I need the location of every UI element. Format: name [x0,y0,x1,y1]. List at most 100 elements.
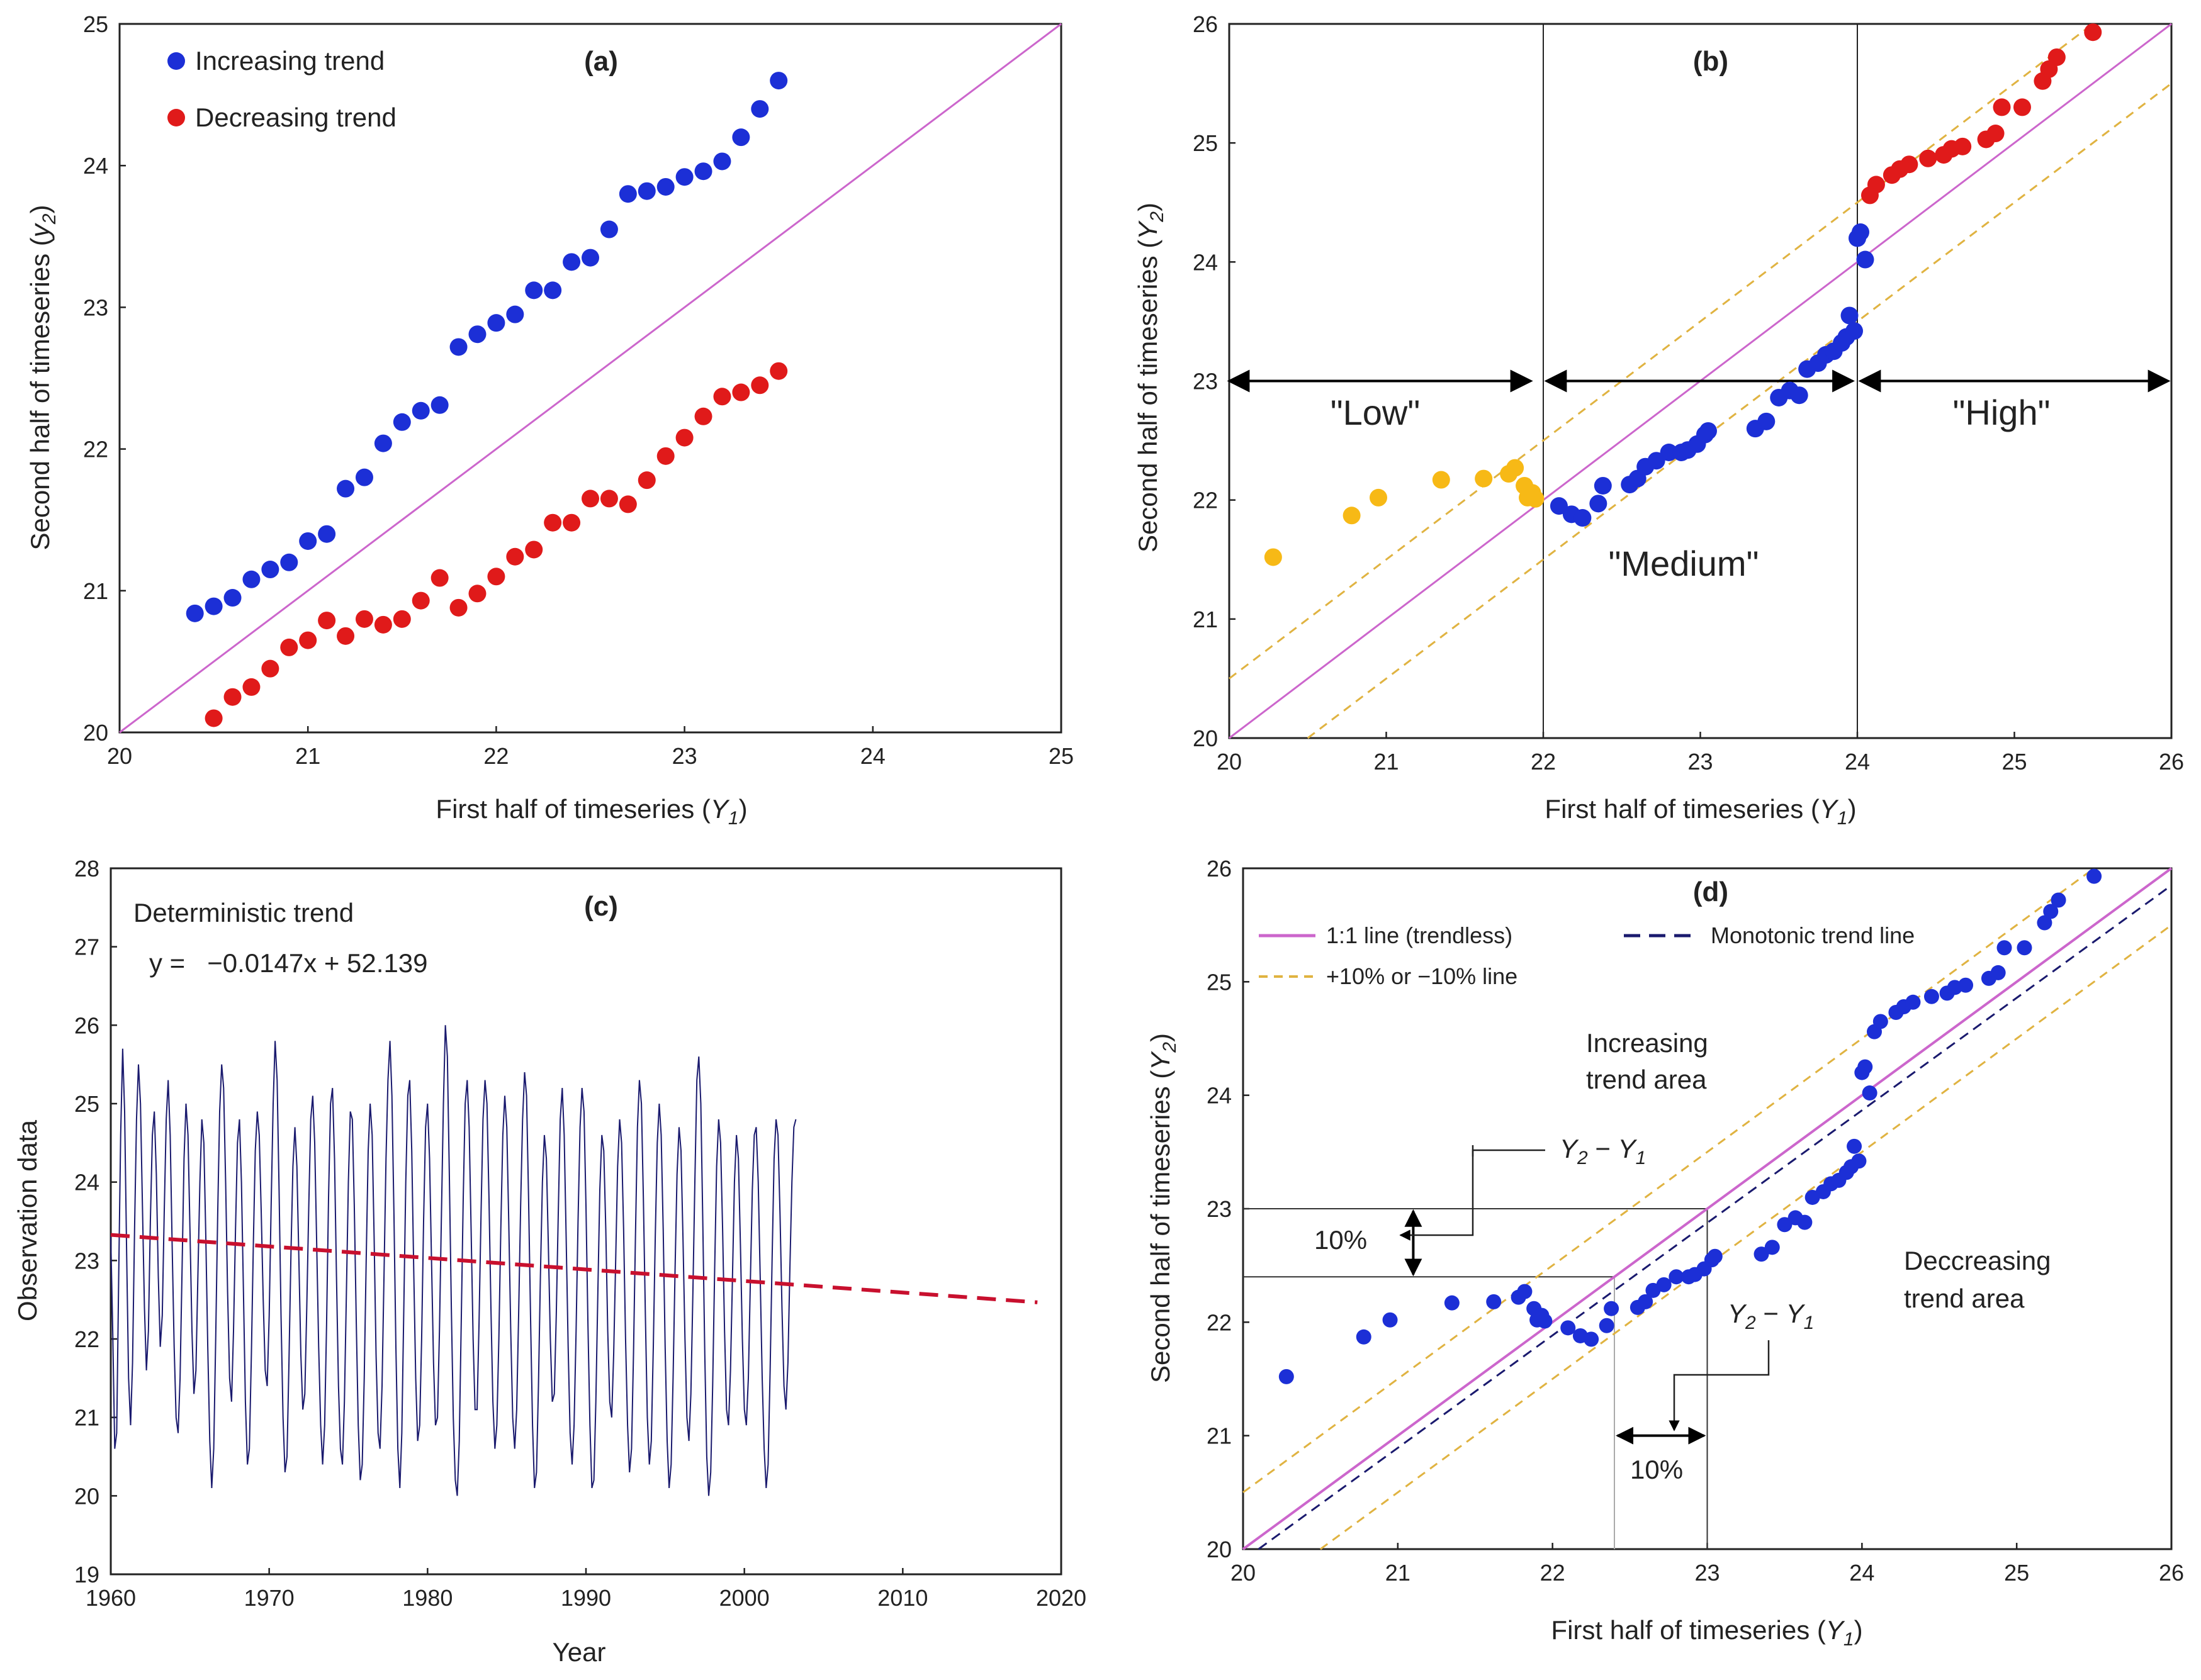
data-point [412,401,430,420]
data-point [1264,548,1282,566]
data-point [1699,422,1717,440]
data-point [2013,98,2031,116]
panel-c: 1960 1970 1980 1990 2000 2010 2020 19 20 21 22 23 24… [13,856,1086,1667]
marks [119,23,1062,734]
y-tick-label: 24 [1207,1083,1232,1109]
data-point [1872,1014,1888,1029]
diff-label-lower: Y2 − Y1 [1728,1299,1814,1333]
trend-annotation-title: Deterministic trend [133,898,354,927]
data-point [694,162,712,181]
data-point [487,314,505,332]
panel-title: (c) [584,891,618,922]
data-point [1343,507,1361,525]
y-tick-label: 19 [74,1562,99,1588]
data-point [1669,1269,1684,1285]
data-point [1757,412,1776,430]
data-point [694,407,712,425]
data-point [261,561,279,579]
data-point [751,376,769,395]
data-point [525,281,543,300]
increasing-area-label-line2: trend area [1586,1065,1707,1094]
y-tick-label: 20 [83,720,108,746]
y-tick-label: 25 [1207,969,1232,995]
data-point [1589,495,1607,513]
x-axis-label: First half of timeseries (Y1) [1551,1615,1862,1650]
data-point [544,513,562,532]
data-point [242,570,261,588]
data-point [318,612,336,630]
data-point [1278,1369,1294,1384]
data-point [600,490,618,508]
data-point [506,305,524,323]
y-tick-label: 23 [74,1248,99,1274]
x-tick-label: 21 [1373,749,1399,775]
data-point [1862,1085,1877,1101]
y-axis-label: Second half of timeseries (Y2) [1146,1033,1180,1383]
data-point [638,182,656,200]
data-point [1790,386,1808,405]
y-tick-label: 25 [83,11,108,37]
region-label-low: "Low" [1331,393,1421,432]
data-point [318,525,336,543]
data-point [412,591,430,610]
y-tick-label: 22 [1193,488,1218,513]
legend-label-1to1: 1:1 line (trendless) [1326,922,1512,948]
data-point [2043,904,2059,919]
data-point [1857,1059,1873,1075]
data-point [1958,977,1974,993]
y-tick-label: 25 [1193,130,1218,156]
y-axis-label: Second half of timeseries (y2) [25,205,60,551]
data-point [2084,23,2102,42]
data-point [600,220,618,238]
y-tick-label: 28 [74,856,99,882]
trend-equation: y = −0.0147x + 52.139 [149,948,428,978]
data-point [1537,1313,1553,1329]
data-point [582,490,599,508]
data-point [1526,490,1545,508]
data-point [449,598,468,617]
x-axis-label: First half of timeseries (Y1) [436,794,747,829]
x-tick-label: 1980 [402,1585,453,1611]
data-point [582,249,599,267]
x-tick-label: 1990 [561,1585,611,1611]
panel-a: 20 21 22 23 24 25 20 21 22 23 24 25 (a) Increasing … [25,11,1074,829]
panel-b: 20 21 22 23 24 25 26 20 21 22 23 24 25 26 (b) "Low" "… [1133,11,2184,829]
x-tick-label: 2000 [719,1585,770,1611]
data-point [1847,1138,1862,1154]
x-tick-label: 1960 [86,1585,136,1611]
legend-marker-decreasing [167,109,185,126]
legend-label-monotonic: Monotonic trend line [1711,922,1915,948]
data-point [449,338,468,356]
data-point [223,589,242,607]
x-tick-label: 25 [1049,743,1074,769]
panel-title: (b) [1693,46,1728,77]
x-tick-label: 25 [2004,1560,2029,1586]
y-tick-label: 21 [1193,607,1218,632]
x-tick-label: 23 [672,743,697,769]
y-tick-label: 21 [1207,1423,1232,1449]
data-point [1851,223,1869,242]
marks [110,1025,1038,1496]
ticks: 20 21 22 23 24 25 20 21 22 23 24 25 [83,11,1074,769]
x-tick-label: 21 [1385,1560,1410,1586]
data-point [1432,471,1450,489]
data-point [1573,509,1592,527]
x-tick-label: 22 [483,743,509,769]
data-point [619,495,637,513]
data-point [299,631,317,649]
data-point [1764,1240,1780,1255]
legend: Increasing trend Decreasing trend [167,46,397,132]
data-point [337,627,355,645]
plot-frame [118,23,1062,734]
y-axis-label: Observation data [13,1119,42,1321]
data-point [638,471,656,490]
data-point [1370,488,1388,507]
data-point [374,615,392,634]
data-point [732,383,750,401]
data-point [619,185,637,203]
marks [1242,867,2173,1550]
data-point [431,396,449,414]
data-point [1856,250,1874,269]
ticks: 1960 1970 1980 1990 2000 2010 2020 19 20 21 22 23 24… [74,856,1086,1611]
